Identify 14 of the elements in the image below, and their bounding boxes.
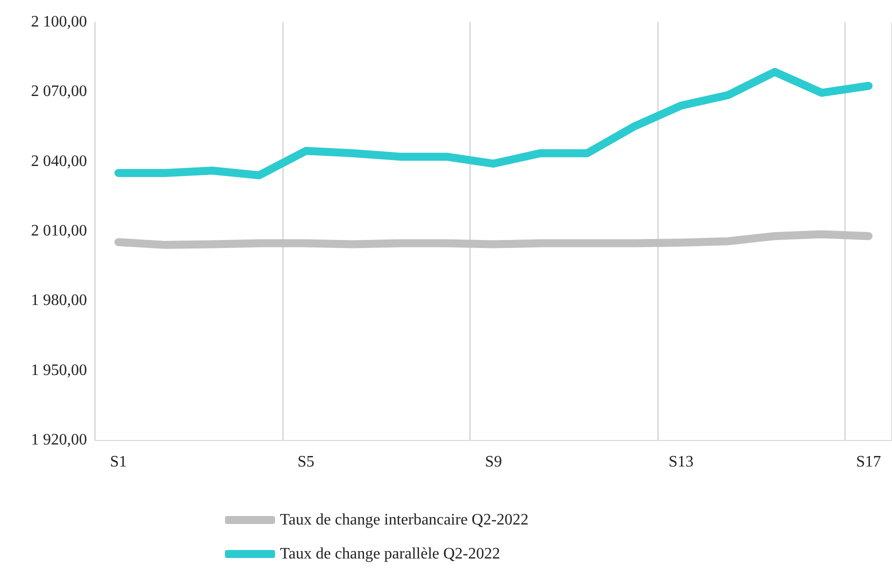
x-tick-label: S5 xyxy=(298,454,314,470)
x-tick-label: S9 xyxy=(485,454,502,470)
y-tick-label: 2 010,00 xyxy=(31,222,87,240)
x-tick-label: S13 xyxy=(668,454,694,470)
x-tick-label: S17 xyxy=(856,454,882,470)
y-tick-label: 2 040,00 xyxy=(31,152,87,170)
x-tick-label: S1 xyxy=(110,454,127,470)
y-tick-label: 1 980,00 xyxy=(31,292,87,310)
y-tick-label: 2 100,00 xyxy=(31,14,87,30)
y-tick-label: 1 920,00 xyxy=(31,432,87,448)
legend-label: Taux de change parallèle Q2-2022 xyxy=(280,546,500,562)
legend-label: Taux de change interbancaire Q2-2022 xyxy=(280,512,529,528)
y-tick-label: 1 950,00 xyxy=(31,362,87,379)
y-tick-label: 2 070,00 xyxy=(31,83,87,100)
